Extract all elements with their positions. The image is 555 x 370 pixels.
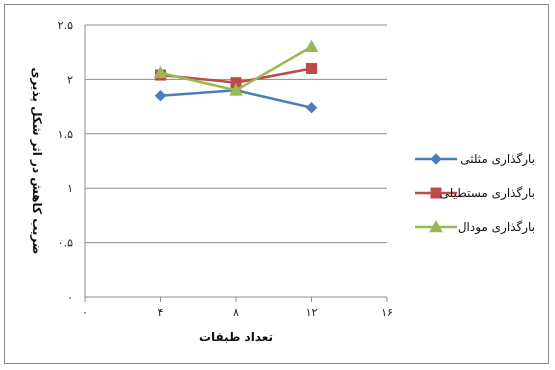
chart-frame: ۰ ۰.۵ ۱ ۱.۵ ۲ ۲.۵ ۰ ۴ ۸ ۱۲ ۱۶ تعداد طبقات ضریب کاه… bbox=[4, 4, 549, 364]
legend: بارگذاری مثلثی بارگذاری مستطیلی بارگذاری م… bbox=[415, 152, 535, 235]
legend-marker-3 bbox=[429, 219, 443, 233]
y-tick-label: ۰.۵ bbox=[58, 237, 73, 250]
tick-labels: ۰ ۰.۵ ۱ ۱.۵ ۲ ۲.۵ ۰ ۴ ۸ ۱۲ ۱۶ bbox=[58, 19, 393, 319]
axes bbox=[84, 25, 388, 302]
legend-label-1: بارگذاری مثلثی bbox=[460, 152, 535, 167]
legend-marker-2 bbox=[430, 187, 442, 199]
x-tick-label: ۱۲ bbox=[306, 306, 318, 319]
data-point bbox=[229, 83, 243, 96]
y-tick-label: ۲.۵ bbox=[58, 19, 73, 32]
data-point bbox=[306, 63, 317, 75]
legend-label-2: بارگذاری مستطیلی bbox=[440, 186, 535, 201]
y-tick-label: ۱ bbox=[67, 182, 73, 195]
legend-label-3: بارگذاری مودال bbox=[458, 220, 535, 235]
data-point bbox=[305, 101, 318, 114]
data-point bbox=[304, 39, 319, 53]
y-tick-label: ۱.۵ bbox=[58, 128, 73, 141]
x-axis-title: تعداد طبقات bbox=[199, 330, 273, 344]
y-tick-label: ۰ bbox=[67, 291, 73, 304]
gridlines bbox=[85, 24, 387, 244]
line-chart: ۰ ۰.۵ ۱ ۱.۵ ۲ ۲.۵ ۰ ۴ ۸ ۱۲ ۱۶ تعداد طبقات ضریب کاه… bbox=[30, 19, 535, 344]
data-point bbox=[153, 65, 168, 79]
x-tick-label: ۰ bbox=[82, 306, 88, 319]
x-tick-label: ۴ bbox=[158, 306, 164, 319]
data-point bbox=[154, 90, 167, 102]
legend-marker-1 bbox=[430, 153, 442, 165]
y-axis-title: ضریب کاهش در اثر شکل پذیری bbox=[30, 68, 44, 255]
series-lines bbox=[153, 39, 319, 114]
x-tick-label: ۱۶ bbox=[381, 306, 393, 319]
x-tick-label: ۸ bbox=[233, 306, 239, 319]
y-tick-label: ۲ bbox=[67, 73, 73, 86]
